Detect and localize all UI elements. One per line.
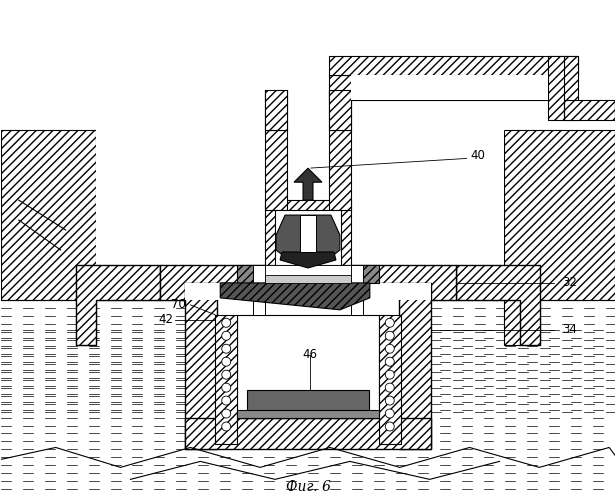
Circle shape (385, 396, 394, 405)
Circle shape (222, 344, 231, 353)
Text: 32: 32 (562, 276, 577, 289)
Polygon shape (237, 315, 379, 418)
Polygon shape (329, 56, 578, 76)
Polygon shape (280, 252, 336, 268)
Circle shape (385, 357, 394, 366)
Polygon shape (300, 215, 316, 252)
Circle shape (385, 332, 394, 340)
Circle shape (385, 318, 394, 328)
Text: 42: 42 (158, 314, 173, 326)
Polygon shape (160, 265, 456, 300)
Text: 70: 70 (171, 298, 186, 312)
Polygon shape (548, 56, 578, 120)
Polygon shape (276, 215, 340, 258)
Polygon shape (275, 210, 341, 265)
Polygon shape (329, 130, 351, 210)
Circle shape (385, 370, 394, 379)
Polygon shape (237, 410, 379, 418)
Circle shape (385, 422, 394, 431)
Polygon shape (185, 283, 431, 300)
Text: 46: 46 (302, 348, 317, 361)
Polygon shape (329, 90, 351, 130)
Circle shape (385, 383, 394, 392)
Circle shape (222, 370, 231, 379)
Polygon shape (505, 130, 615, 344)
Polygon shape (247, 390, 369, 417)
Polygon shape (265, 275, 351, 283)
Polygon shape (351, 265, 363, 315)
Polygon shape (294, 168, 322, 200)
Polygon shape (76, 265, 160, 344)
Circle shape (222, 422, 231, 431)
Polygon shape (265, 200, 351, 265)
Polygon shape (185, 418, 431, 450)
Polygon shape (221, 283, 370, 310)
Polygon shape (351, 76, 548, 100)
Polygon shape (215, 315, 237, 444)
Polygon shape (237, 265, 379, 283)
Circle shape (385, 344, 394, 353)
Polygon shape (265, 130, 287, 210)
Polygon shape (265, 90, 287, 130)
Polygon shape (379, 315, 401, 444)
Polygon shape (399, 295, 431, 450)
Circle shape (222, 409, 231, 418)
Polygon shape (456, 265, 540, 344)
Circle shape (385, 409, 394, 418)
Polygon shape (265, 265, 351, 277)
Polygon shape (95, 130, 505, 300)
Polygon shape (1, 300, 615, 500)
Text: 34: 34 (562, 324, 577, 336)
Circle shape (222, 357, 231, 366)
Polygon shape (253, 265, 265, 315)
Polygon shape (1, 130, 95, 344)
Text: Фиг. 6: Фиг. 6 (285, 480, 331, 494)
Circle shape (222, 318, 231, 328)
Text: 40: 40 (470, 149, 485, 162)
Circle shape (222, 332, 231, 340)
Circle shape (222, 383, 231, 392)
Polygon shape (564, 100, 615, 120)
Polygon shape (185, 295, 217, 450)
Circle shape (222, 396, 231, 405)
Polygon shape (329, 76, 548, 100)
